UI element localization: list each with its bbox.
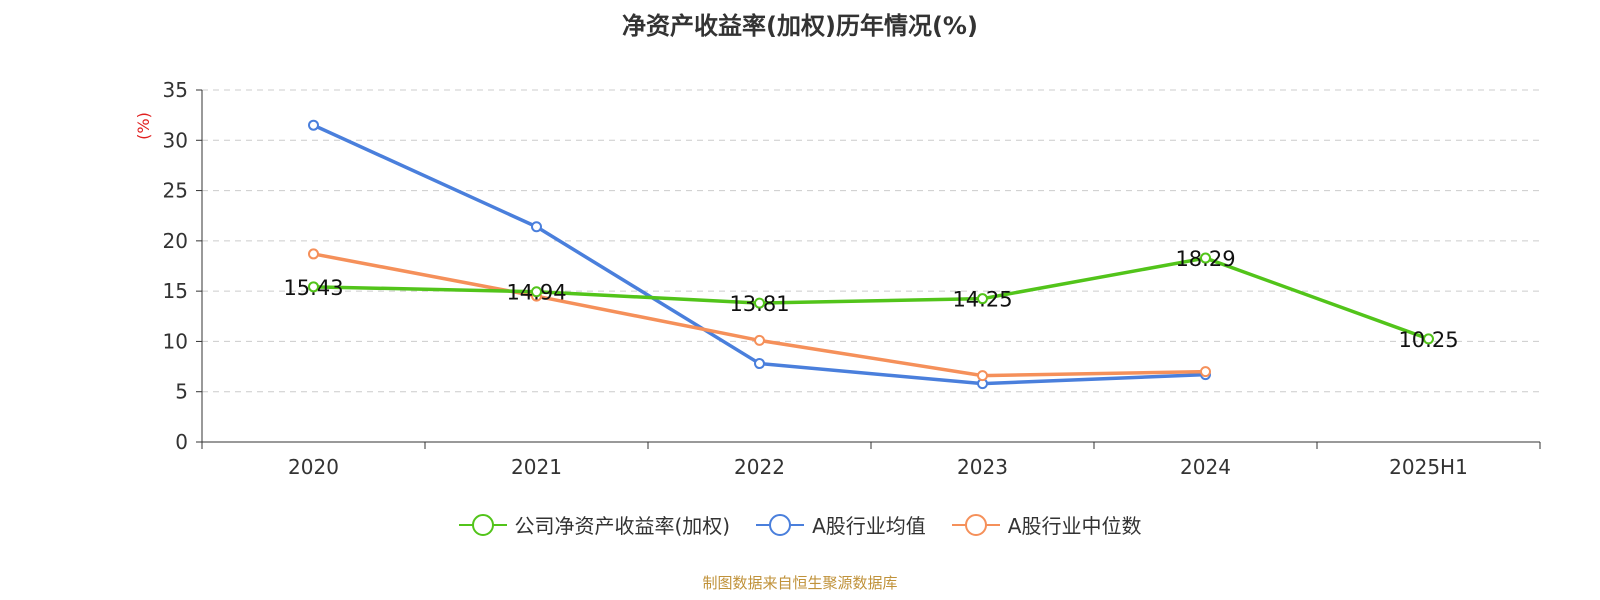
legend-marker-company-roe [458,513,507,536]
legend-label-industry-mean: A股行业均值 [812,514,926,538]
legend-marker-industry-mean [756,513,805,536]
data-point-1 [754,358,765,370]
legend-item-industry-median[interactable]: A股行业中位数 [951,510,1142,539]
y-axis-label: (%) [134,112,153,140]
chart-title: 净资产收益率(加权)历年情况(%) [622,12,978,40]
legend-label-industry-median: A股行业中位数 [1007,514,1142,538]
legend: 公司净资产收益率(加权) A股行业均值 A股行业中位数 [0,510,1600,539]
data-label: 14.25 [952,288,1012,312]
data-point-0 [1423,333,1434,345]
y-tick-label: 30 [163,128,188,152]
y-tick-label: 0 [175,430,188,454]
data-point-0 [754,297,765,309]
data-label: 13.81 [729,292,789,316]
data-label: 14.94 [506,281,566,305]
y-tick-label: 5 [175,380,188,404]
x-tick-label: 2025H1 [1389,455,1468,479]
data-point-1 [308,119,319,131]
data-point-2 [1200,366,1211,378]
series-line-0 [313,256,1430,341]
data-point-0 [1200,252,1211,264]
y-tick-label: 25 [163,179,188,203]
legend-label-company-roe: 公司净资产收益率(加权) [514,514,731,538]
data-label: 10.25 [1398,328,1458,352]
data-point-0 [308,281,319,293]
data-label: 15.43 [283,276,343,300]
legend-item-company-roe[interactable]: 公司净资产收益率(加权) [458,510,731,539]
data-label: 18.29 [1175,247,1235,271]
legend-item-industry-mean[interactable]: A股行业均值 [756,510,926,539]
x-tick-label: 2022 [734,455,785,479]
legend-marker-industry-median [951,513,1000,536]
data-point-2 [754,334,765,346]
data-point-1 [531,221,542,233]
source-note: 制图数据来自恒生聚源数据库 [702,574,898,592]
x-tick-label: 2020 [288,455,339,479]
x-tick-label: 2023 [957,455,1008,479]
data-point-0 [977,293,988,305]
data-point-2 [977,370,988,382]
x-tick-label: 2021 [511,455,562,479]
data-point-2 [308,248,319,260]
x-tick-label: 2024 [1180,455,1231,479]
data-point-0 [531,286,542,298]
y-tick-label: 10 [163,329,188,353]
y-tick-label: 15 [163,279,188,303]
y-tick-label: 35 [163,78,188,102]
y-tick-label: 20 [163,229,188,253]
